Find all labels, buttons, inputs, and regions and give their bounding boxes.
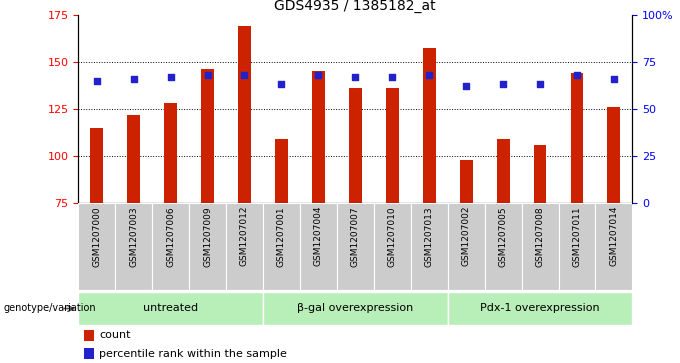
Text: untreated: untreated [143, 303, 198, 313]
Bar [127, 115, 140, 203]
Point [350, 74, 360, 80]
Point [609, 76, 619, 82]
Bar [423, 49, 436, 203]
Text: GSM1207004: GSM1207004 [314, 206, 323, 266]
Point [498, 81, 509, 87]
Bar [84, 348, 94, 359]
Text: GSM1207009: GSM1207009 [203, 206, 212, 266]
Bar [84, 330, 94, 341]
Point [202, 72, 213, 78]
Bar [374, 203, 411, 290]
Point [424, 72, 435, 78]
Bar [460, 160, 473, 203]
Text: GSM1207001: GSM1207001 [277, 206, 286, 266]
Text: GSM1207002: GSM1207002 [462, 206, 471, 266]
Text: GSM1207003: GSM1207003 [129, 206, 138, 266]
Bar [201, 69, 214, 203]
Bar [337, 203, 374, 290]
Text: GSM1207007: GSM1207007 [351, 206, 360, 266]
Text: GSM1207000: GSM1207000 [92, 206, 101, 266]
Point [313, 72, 324, 78]
Bar [607, 107, 620, 203]
Bar [596, 203, 632, 290]
Title: GDS4935 / 1385182_at: GDS4935 / 1385182_at [275, 0, 436, 13]
Text: GSM1207005: GSM1207005 [498, 206, 507, 266]
Text: GSM1207013: GSM1207013 [425, 206, 434, 266]
Point [571, 72, 582, 78]
Bar [300, 203, 337, 290]
Bar [115, 203, 152, 290]
Bar [312, 71, 325, 203]
Text: Pdx-1 overexpression: Pdx-1 overexpression [480, 303, 600, 313]
Bar [485, 203, 522, 290]
Point [460, 83, 471, 89]
Point [276, 81, 287, 87]
Text: GSM1207011: GSM1207011 [573, 206, 581, 266]
Bar [571, 73, 583, 203]
Text: GSM1207012: GSM1207012 [240, 206, 249, 266]
Bar [78, 292, 263, 325]
Bar [152, 203, 189, 290]
Point [387, 74, 398, 80]
Text: GSM1207006: GSM1207006 [166, 206, 175, 266]
Text: count: count [99, 330, 131, 340]
Text: GSM1207014: GSM1207014 [609, 206, 618, 266]
Bar [558, 203, 596, 290]
Text: β-gal overexpression: β-gal overexpression [297, 303, 413, 313]
Bar [496, 139, 509, 203]
Bar [90, 128, 103, 203]
Bar [78, 203, 115, 290]
Bar [447, 203, 485, 290]
Bar [263, 292, 447, 325]
Text: GSM1207010: GSM1207010 [388, 206, 396, 266]
Bar [238, 26, 251, 203]
Text: percentile rank within the sample: percentile rank within the sample [99, 348, 287, 359]
Point [165, 74, 176, 80]
Point [91, 78, 102, 83]
Bar [534, 145, 547, 203]
Bar [275, 139, 288, 203]
Bar [263, 203, 300, 290]
Point [534, 81, 545, 87]
Bar [226, 203, 263, 290]
Text: genotype/variation: genotype/variation [3, 303, 96, 313]
Bar [164, 103, 177, 203]
Point [128, 76, 139, 82]
Bar [349, 88, 362, 203]
Bar [411, 203, 447, 290]
Bar [522, 203, 558, 290]
Bar [386, 88, 398, 203]
Bar [447, 292, 632, 325]
Point [239, 72, 250, 78]
Text: GSM1207008: GSM1207008 [536, 206, 545, 266]
Bar [189, 203, 226, 290]
